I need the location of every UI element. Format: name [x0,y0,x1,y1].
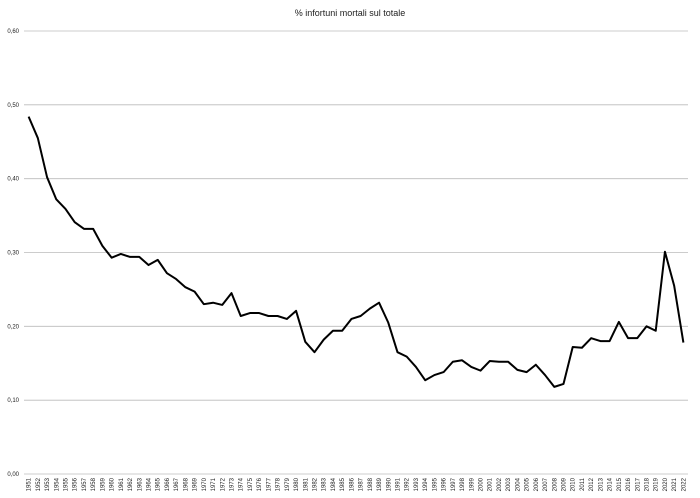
x-tick-label: 1995 [432,477,438,491]
x-tick-label: 1966 [165,477,171,491]
x-tick-label: 1978 [276,477,282,491]
x-tick-label: 2005 [525,477,531,491]
x-tick-label: 1985 [340,477,346,491]
x-tick-label: 1972 [220,477,226,491]
x-tick-label: 2011 [580,477,586,491]
x-tick-label: 1990 [386,477,392,491]
x-tick-label: 1952 [36,477,42,491]
x-tick-label: 2017 [635,477,641,491]
x-tick-label: 1994 [423,477,429,491]
x-tick-label: 2003 [506,477,512,491]
x-tick-label: 1954 [54,477,60,491]
x-tick-label: 1961 [119,477,125,491]
y-tick-label: 0,50 [7,103,19,109]
y-tick-label: 0,10 [7,398,19,404]
x-tick-label: 2008 [552,477,558,491]
x-tick-label: 2006 [534,477,540,491]
x-tick-label: 2020 [663,477,669,491]
x-tick-label: 2015 [617,477,623,491]
x-tick-label: 1998 [460,477,466,491]
x-tick-label: 1969 [193,477,199,491]
x-tick-label: 2000 [479,477,485,491]
x-tick-label: 1987 [359,477,365,491]
x-tick-label: 1956 [73,477,79,491]
x-tick-label: 1974 [239,477,245,491]
x-tick-label: 1973 [230,477,236,491]
x-tick-label: 1983 [322,477,328,491]
x-tick-label: 1999 [469,477,475,491]
x-tick-label: 2012 [589,477,595,491]
x-tick-label: 2014 [608,477,614,491]
x-tick-label: 1993 [414,477,420,491]
x-tick-label: 1980 [294,477,300,491]
x-tick-label: 1976 [257,477,263,491]
x-tick-label: 1986 [349,477,355,491]
x-tick-label: 2002 [497,477,503,491]
x-tick-label: 1953 [45,477,51,491]
x-tick-label: 2016 [626,477,632,491]
x-tick-label: 2009 [562,477,568,491]
x-tick-label: 1955 [64,477,70,491]
x-tick-label: 1977 [266,477,272,491]
x-tick-label: 1959 [100,477,106,491]
y-tick-label: 0,40 [7,177,19,183]
x-tick-label: 2007 [543,477,549,491]
x-tick-label: 1960 [110,477,116,491]
x-tick-label: 1971 [211,477,217,491]
x-tick-label: 1975 [248,477,254,491]
x-tick-label: 1981 [303,477,309,491]
x-tick-label: 1989 [377,477,383,491]
y-tick-label: 0,20 [7,324,19,330]
x-tick-label: 1970 [202,477,208,491]
x-tick-label: 2019 [654,477,660,491]
x-tick-label: 1988 [368,477,374,491]
x-tick-label: 1982 [313,477,319,491]
x-tick-label: 2010 [571,477,577,491]
y-tick-label: 0,00 [7,472,19,478]
data-line [27,116,685,388]
y-tick-label: 0,30 [7,251,19,257]
y-tick-label: 0,60 [7,29,19,35]
x-tick-label: 1964 [147,477,153,491]
x-tick-label: 1951 [27,477,33,491]
x-tick-label: 2001 [488,477,494,491]
x-tick-label: 2021 [672,477,678,491]
x-tick-label: 2013 [598,477,604,491]
x-tick-label: 1967 [174,477,180,491]
x-tick-label: 2022 [681,477,687,491]
x-tick-label: 2018 [645,477,651,491]
x-tick-label: 1958 [91,477,97,491]
x-tick-label: 1962 [128,477,134,491]
x-tick-label: 1992 [405,477,411,491]
x-tick-label: 1996 [442,477,448,491]
x-tick-label: 1965 [156,477,162,491]
chart-title: % infortuni mortali sul totale [295,8,406,18]
x-tick-label: 1963 [137,477,143,491]
x-tick-label: 1979 [285,477,291,491]
x-tick-label: 1957 [82,477,88,491]
x-tick-label: 1991 [396,477,402,491]
x-tick-label: 1984 [331,477,337,491]
x-tick-label: 1968 [183,477,189,491]
x-tick-label: 2004 [515,477,521,491]
x-tick-label: 1997 [451,477,457,491]
